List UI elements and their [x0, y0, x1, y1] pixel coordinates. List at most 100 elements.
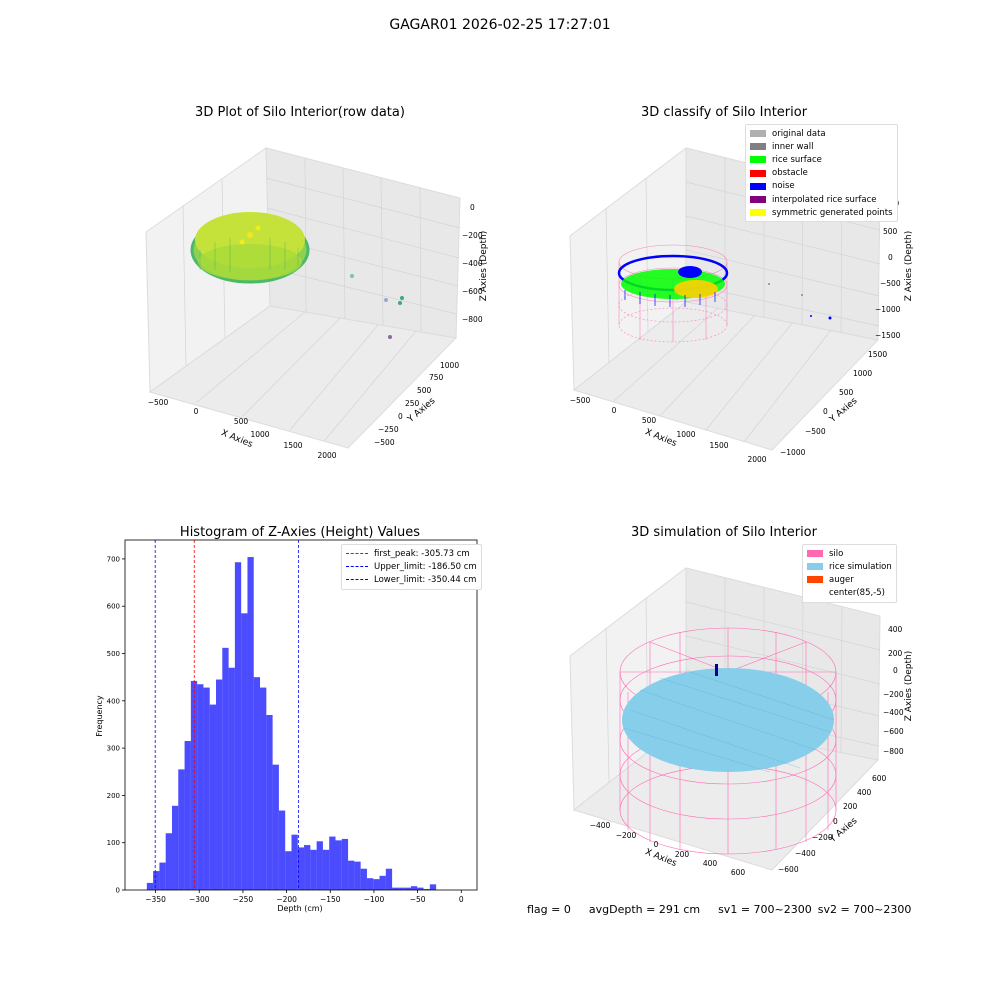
sv2-text: sv2 = 700~2300	[817, 903, 912, 916]
histogram-title: Histogram of Z-Axies (Height) Values	[180, 525, 420, 540]
histogram-bar	[423, 889, 430, 890]
classify-xtick: 1000	[676, 430, 695, 439]
histogram-bar	[159, 862, 166, 890]
histogram-xtick-label: 0	[459, 895, 464, 904]
classify-xtick: 500	[642, 416, 657, 425]
raw-ytick: 750	[429, 373, 444, 382]
legend-item-interpolated: interpolated rice surface	[750, 193, 893, 206]
classify-ztick: 500	[883, 227, 898, 236]
legend-item-rice-simulation: rice simulation	[807, 560, 892, 573]
sim-title: 3D simulation of Silo Interior	[631, 525, 818, 540]
histogram-bar	[366, 878, 374, 890]
legend-label: rice surface	[772, 154, 822, 165]
histogram-bar	[316, 841, 323, 890]
legend-item-first-peak: first_peak: -305.73 cm	[346, 547, 477, 560]
sim-ztick: −800	[883, 747, 904, 756]
classify-ztick: −500	[880, 279, 901, 288]
raw-xtick: 0	[194, 407, 199, 416]
classify-xtick: 2000	[747, 455, 766, 464]
figure-suptitle: GAGAR01 2026-02-25 17:27:01	[389, 17, 611, 33]
sim-ytick: 400	[857, 788, 872, 797]
legend-label: noise	[772, 181, 795, 192]
histogram-bar	[348, 860, 355, 890]
histogram-bar	[335, 840, 342, 890]
legend-item-lower-limit: Lower_limit: -350.44 cm	[346, 573, 477, 586]
classify-ytick: −1000	[780, 448, 806, 457]
histogram-bar	[392, 887, 399, 890]
classify-ytick: 500	[839, 388, 854, 397]
classify-xtick: 0	[612, 406, 617, 415]
raw-ytick: 1000	[440, 361, 459, 370]
legend-label: auger	[829, 574, 854, 585]
raw-xtick: 500	[234, 417, 249, 426]
histogram-bar	[410, 886, 418, 890]
legend-item-obstacle: obstacle	[750, 167, 893, 180]
histogram-bar	[222, 647, 229, 890]
raw-ytick: −500	[374, 438, 395, 447]
histogram-ytick-label: 600	[107, 603, 120, 611]
histogram-bar	[171, 805, 179, 890]
legend-label: Lower_limit: -350.44 cm	[374, 574, 477, 585]
raw-ztick: −200	[462, 231, 483, 240]
histogram-ytick-label: 500	[107, 650, 120, 658]
histogram-legend: first_peak: -305.73 cm Upper_limit: -186…	[341, 544, 482, 590]
sim-xtick: −400	[590, 821, 611, 830]
raw-3d-panel: −500 0 500 1000 1500 2000 −500 −250 0 25…	[145, 105, 489, 460]
legend-label: obstacle	[772, 168, 808, 179]
histogram-bar	[178, 769, 185, 890]
histogram-xtick-label: −200	[276, 895, 297, 904]
histogram-bar	[146, 882, 154, 890]
histogram-bar	[228, 667, 235, 890]
legend-label: silo	[829, 548, 844, 559]
histogram-bar	[234, 562, 242, 890]
histogram-xtick-label: −100	[364, 895, 385, 904]
histogram-ytick-label: 100	[107, 839, 120, 847]
legend-item-noise: noise	[750, 180, 893, 193]
legend-label: original data	[772, 128, 826, 139]
legend-item-symmetric: symmetric generated points	[750, 206, 893, 219]
raw-xlabel: X Axies	[219, 428, 254, 450]
histogram-bar	[341, 838, 349, 890]
sim-ytick: 0	[833, 817, 838, 826]
histogram-frame	[124, 539, 478, 891]
histogram-bar	[184, 741, 191, 890]
histogram-bar	[329, 836, 336, 890]
classify-title: 3D classify of Silo Interior	[641, 105, 808, 120]
raw-zlabel: Z Axies (Depth)	[479, 231, 489, 302]
sim-ytick: 200	[843, 802, 858, 811]
legend-label: first_peak: -305.73 cm	[374, 548, 470, 559]
histogram-bar	[260, 687, 267, 890]
histogram-bar	[379, 875, 386, 890]
histogram-bar	[216, 679, 223, 890]
histogram-ylabel: Frequency	[95, 695, 104, 737]
legend-label: Upper_limit: -186.50 cm	[374, 561, 477, 572]
histogram-ytick-label: 200	[107, 792, 120, 800]
sim-ytick: −600	[778, 865, 799, 874]
classify-ztick: −1000	[875, 305, 901, 314]
classify-legend: original data inner wall rice surface ob…	[745, 124, 898, 223]
histogram-ytick-label: 400	[107, 697, 120, 705]
avg-depth-text: avgDepth = 291 cm	[588, 903, 701, 916]
legend-label: interpolated rice surface	[772, 194, 877, 205]
histogram-ytick-label: 700	[107, 555, 120, 563]
legend-item-center: center(85,-5)	[807, 587, 892, 600]
sim-ytick: −200	[812, 833, 833, 842]
classify-xtick: 1500	[709, 441, 728, 450]
legend-label: inner wall	[772, 141, 814, 152]
classify-xtick: −500	[570, 396, 591, 405]
legend-label: symmetric generated points	[772, 207, 893, 218]
histogram-bar	[278, 810, 286, 890]
classify-ytick: 0	[823, 407, 828, 416]
sim-ztick: −400	[883, 708, 904, 717]
flag-text: flag = 0	[527, 903, 571, 916]
histogram-bar	[203, 687, 210, 890]
histogram-bar	[429, 884, 437, 890]
histogram-bar	[272, 764, 279, 890]
sim-ytick: 600	[872, 774, 887, 783]
histogram-bar	[398, 887, 405, 890]
classify-ylabel: Y Axies	[827, 396, 859, 425]
histogram-chart: Histogram of Z-Axies (Height) Values Dep…	[95, 525, 478, 913]
histogram-bar	[417, 887, 424, 890]
raw-ztick: −800	[462, 315, 483, 324]
raw-ytick: 500	[417, 386, 432, 395]
